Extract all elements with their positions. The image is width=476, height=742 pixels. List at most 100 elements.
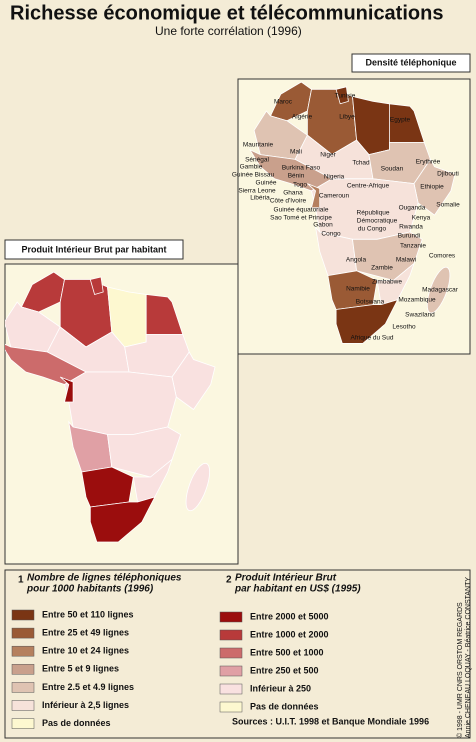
legend-title: Produit Intérieur Brut — [235, 573, 337, 584]
gdp-map-title-box — [4, 239, 184, 260]
country-label: Djibouti — [437, 171, 459, 178]
country-label: Namibie — [346, 286, 370, 293]
country — [352, 231, 423, 281]
country-label: Guinée Bissau — [232, 172, 275, 179]
legend-label: Entre 10 et 24 lignes — [42, 646, 129, 656]
madagascar — [185, 462, 210, 512]
country-label: Côte d'Ivoire — [270, 198, 307, 205]
subtitle: Une forte corrélation (1996) — [155, 24, 302, 38]
legend-swatch — [11, 700, 35, 711]
country-label: Niger — [320, 152, 336, 159]
country — [335, 299, 399, 344]
country-label: Somalie — [436, 202, 460, 209]
legend-label: Entre 2000 et 5000 — [250, 611, 329, 621]
country-label: Sierra Leone — [238, 188, 276, 195]
sources: Sources : U.I.T. 1998 et Banque Mondiale… — [232, 716, 429, 726]
legend-swatch — [219, 683, 243, 695]
legend-label: Entre 50 et 110 lignes — [42, 609, 134, 619]
map — [5, 271, 216, 543]
country-label: du Congo — [358, 226, 387, 233]
legend-label: Inférieur à 250 — [250, 683, 311, 693]
country — [59, 376, 74, 403]
legend-number: 2 — [226, 575, 232, 586]
country-label: Mali — [290, 149, 302, 156]
country-label: Sénégal — [245, 157, 269, 164]
country — [89, 276, 104, 295]
country-label: Mauritanie — [243, 142, 274, 149]
country-label: Mozambique — [398, 297, 436, 304]
country-label: Gabon — [313, 222, 333, 229]
country-label: République — [357, 210, 390, 217]
legend-label: Entre 25 et 49 lignes — [42, 627, 129, 637]
country-label: Erythrée — [416, 159, 441, 166]
legend-swatch — [219, 701, 243, 713]
legend-label: Entre 1000 et 2000 — [250, 629, 329, 639]
country-label: Tunisie — [335, 93, 356, 100]
country-label: Zimbabwe — [372, 279, 402, 286]
legend-swatch — [11, 664, 35, 675]
legend-label: Pas de données — [42, 718, 111, 728]
country-label: Madagascar — [422, 287, 459, 294]
country-label: Cameroun — [319, 193, 350, 200]
legend-label: Inférieur à 2,5 lignes — [42, 700, 129, 710]
country-label: Zambie — [371, 265, 393, 272]
country — [64, 371, 177, 435]
country-label: Lesotho — [392, 324, 416, 331]
country-label: Sao Tomé et Principe — [270, 215, 332, 222]
legend-swatch — [219, 647, 243, 659]
legend-swatch — [11, 609, 35, 621]
legend-swatch — [11, 682, 35, 693]
legend-swatch — [219, 665, 243, 677]
country-label: Ghana — [283, 190, 303, 197]
title: Richesse économique et télécommunication… — [10, 2, 443, 24]
country-label: Egypte — [390, 117, 411, 124]
country-label: Guinée équatoriale — [274, 207, 329, 214]
country — [81, 466, 134, 508]
legend-label: Entre 500 et 1000 — [250, 647, 324, 657]
country-label: Gambie — [240, 164, 263, 171]
legend-label: Entre 5 et 9 lignes — [42, 664, 119, 674]
country — [89, 496, 156, 543]
country-label: Togo — [293, 182, 307, 189]
country-label: Ethiopie — [420, 184, 444, 191]
country-label: Rwanda — [399, 224, 423, 231]
legend-label: Pas de données — [250, 701, 319, 711]
legend-label: Entre 250 et 500 — [250, 665, 319, 675]
country-label: Comores — [429, 253, 456, 260]
country — [107, 426, 182, 478]
country-label: Libye — [339, 114, 355, 121]
phone-map-title: Densité téléphonique — [365, 57, 456, 67]
country-label: Burundi — [398, 233, 420, 240]
country-label: Libéria — [250, 195, 270, 202]
country-label: Tanzanie — [400, 243, 426, 250]
legend-swatch — [11, 718, 35, 729]
legend-number: 1 — [18, 575, 24, 586]
legend-swatch — [11, 627, 35, 639]
country-label: Algérie — [292, 114, 313, 121]
country-label: Centre-Afrique — [347, 183, 390, 190]
country-label: Nigeria — [324, 174, 345, 181]
country-label: Malawi — [396, 257, 416, 264]
country — [145, 294, 184, 335]
country-label: Démocratique — [357, 218, 398, 225]
country — [388, 103, 425, 143]
country-label: Kenya — [412, 215, 431, 222]
legend-swatch — [219, 611, 243, 623]
country-label: Burkina Faso — [282, 165, 321, 172]
legend-swatch — [11, 645, 35, 657]
legend-title: par habitant en US$ (1995) — [234, 584, 361, 595]
country-label: Bénin — [288, 173, 305, 180]
country-label: Angola — [346, 257, 367, 264]
country-label: Soudan — [381, 166, 404, 173]
country-label: Congo — [321, 231, 341, 238]
country-label: Maroc — [274, 99, 293, 106]
country-label: Tchad — [352, 160, 370, 167]
country-label: Guinée — [256, 180, 277, 187]
map — [248, 81, 456, 344]
country-label: Ouganda — [399, 205, 426, 212]
legend-title: pour 1000 habitants (1996) — [26, 584, 154, 595]
country — [248, 148, 333, 192]
country — [335, 86, 349, 105]
madagascar — [426, 266, 451, 314]
